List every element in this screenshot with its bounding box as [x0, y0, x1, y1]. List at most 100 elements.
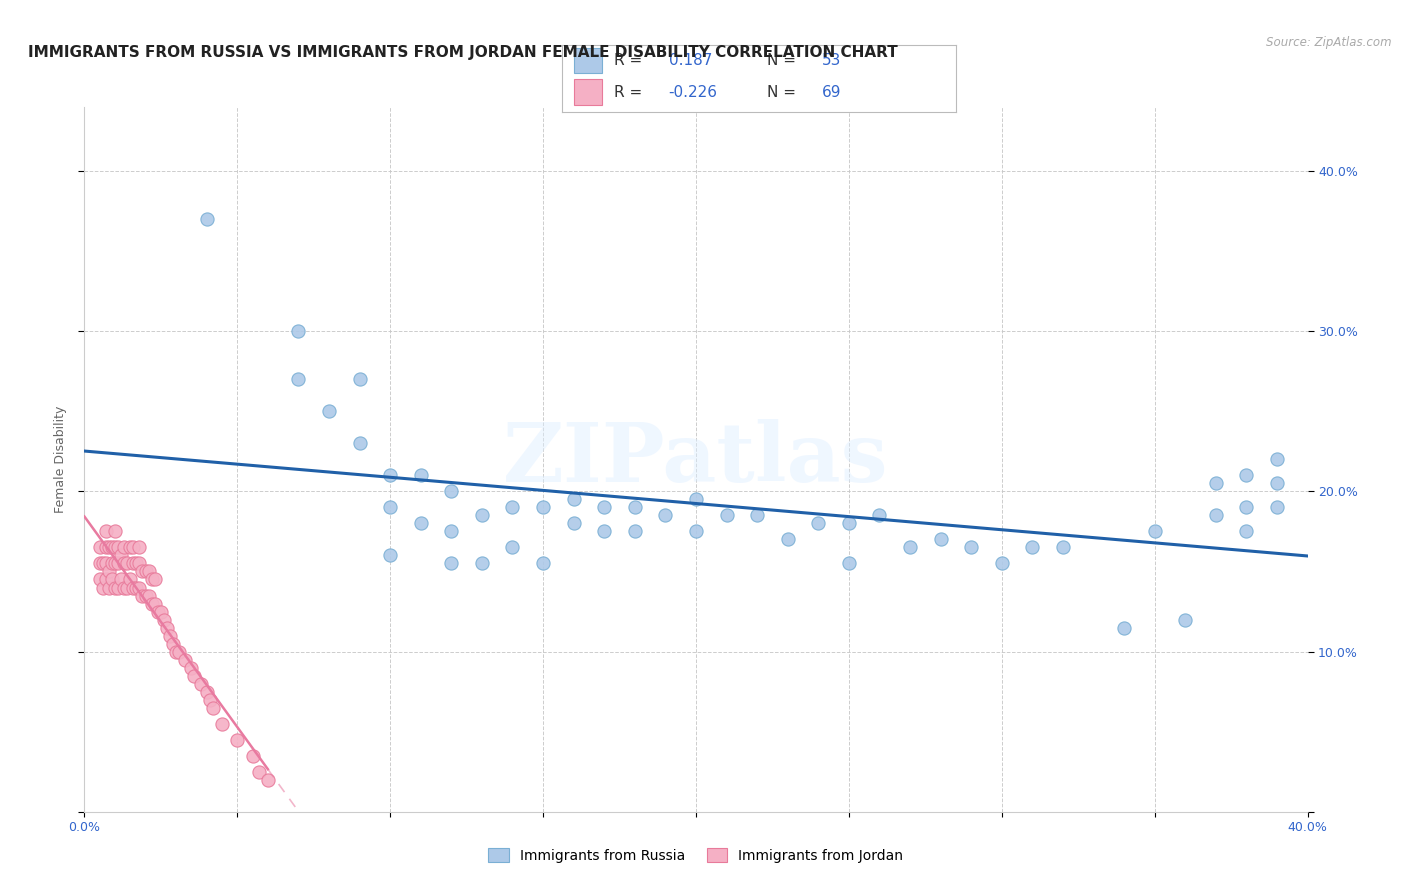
Point [211, 716, 233, 731]
Point [115, 581, 138, 595]
Point [247, 764, 270, 779]
Point [180, 660, 202, 674]
Point [104, 581, 127, 595]
Point [409, 468, 432, 483]
Point [869, 508, 891, 523]
Point [1236, 500, 1258, 515]
Point [440, 524, 463, 539]
Point [97, 541, 120, 555]
Point [716, 508, 738, 523]
Point [562, 492, 585, 507]
Point [135, 565, 157, 579]
Point [440, 557, 463, 571]
Point [1205, 508, 1227, 523]
Text: R =: R = [613, 85, 647, 100]
Text: 53: 53 [823, 54, 842, 68]
Point [112, 581, 135, 595]
Point [747, 508, 769, 523]
Point [115, 557, 138, 571]
Point [128, 581, 150, 595]
Point [112, 557, 135, 571]
Point [120, 541, 142, 555]
Point [125, 557, 148, 571]
Point [1114, 621, 1136, 635]
Legend: Immigrants from Russia, Immigrants from Jordan: Immigrants from Russia, Immigrants from … [482, 842, 910, 868]
Point [101, 541, 124, 555]
Point [960, 541, 983, 555]
Point [471, 508, 494, 523]
Point [101, 557, 124, 571]
Point [287, 372, 309, 386]
Point [502, 500, 524, 515]
Point [162, 636, 184, 650]
Point [838, 557, 860, 571]
Point [562, 516, 585, 531]
Point [593, 524, 616, 539]
Point [195, 212, 218, 227]
Point [198, 692, 221, 706]
Point [101, 573, 124, 587]
Point [146, 605, 169, 619]
Text: R =: R = [613, 54, 647, 68]
Point [94, 557, 117, 571]
Text: ZIPatlas: ZIPatlas [503, 419, 889, 500]
Bar [574, 79, 602, 104]
Point [1265, 452, 1288, 467]
Point [1052, 541, 1074, 555]
Point [380, 549, 402, 563]
Point [138, 565, 160, 579]
Text: Source: ZipAtlas.com: Source: ZipAtlas.com [1267, 36, 1392, 49]
Point [131, 565, 153, 579]
Text: N =: N = [768, 54, 801, 68]
Point [104, 541, 127, 555]
Point [440, 484, 463, 499]
Point [183, 668, 205, 682]
Point [776, 533, 799, 547]
Text: 69: 69 [823, 85, 842, 100]
Point [89, 541, 111, 555]
Point [112, 541, 135, 555]
Point [135, 589, 157, 603]
Point [91, 557, 114, 571]
Text: N =: N = [768, 85, 801, 100]
Point [141, 573, 163, 587]
Point [318, 404, 340, 418]
Point [120, 573, 142, 587]
Point [107, 541, 129, 555]
Point [91, 581, 114, 595]
Point [531, 557, 554, 571]
Point [624, 524, 647, 539]
Point [128, 557, 150, 571]
Point [128, 541, 150, 555]
Point [1265, 476, 1288, 491]
Point [654, 508, 676, 523]
Point [89, 573, 111, 587]
Point [125, 581, 148, 595]
Point [153, 613, 176, 627]
Point [226, 732, 249, 747]
Point [156, 621, 179, 635]
Point [1205, 476, 1227, 491]
Point [593, 500, 616, 515]
Point [685, 524, 707, 539]
Point [380, 468, 402, 483]
Point [138, 589, 160, 603]
Y-axis label: Female Disability: Female Disability [53, 406, 67, 513]
Point [122, 557, 145, 571]
Point [991, 557, 1014, 571]
Point [685, 492, 707, 507]
Point [89, 557, 111, 571]
Point [94, 524, 117, 539]
Point [159, 628, 181, 642]
Point [242, 748, 264, 763]
Point [807, 516, 830, 531]
Point [122, 581, 145, 595]
Point [838, 516, 860, 531]
Point [531, 500, 554, 515]
Point [1236, 524, 1258, 539]
Point [174, 652, 197, 666]
Point [104, 557, 127, 571]
Point [167, 644, 190, 658]
Point [898, 541, 921, 555]
Bar [574, 48, 602, 73]
